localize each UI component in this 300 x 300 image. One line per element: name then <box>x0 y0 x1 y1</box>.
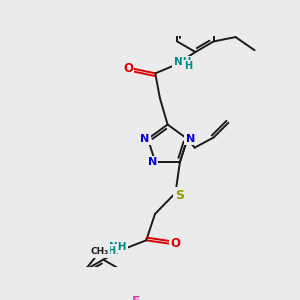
Text: CH₃: CH₃ <box>91 247 109 256</box>
Text: O: O <box>171 237 181 250</box>
Text: N: N <box>140 134 149 144</box>
Text: NH: NH <box>174 57 191 67</box>
Text: H: H <box>184 61 193 71</box>
Text: F: F <box>132 295 141 300</box>
Text: H: H <box>107 246 116 256</box>
Text: N: N <box>186 134 195 144</box>
Text: S: S <box>175 189 184 202</box>
Text: O: O <box>123 62 133 75</box>
Text: NH: NH <box>109 242 126 252</box>
Text: N: N <box>148 157 157 167</box>
